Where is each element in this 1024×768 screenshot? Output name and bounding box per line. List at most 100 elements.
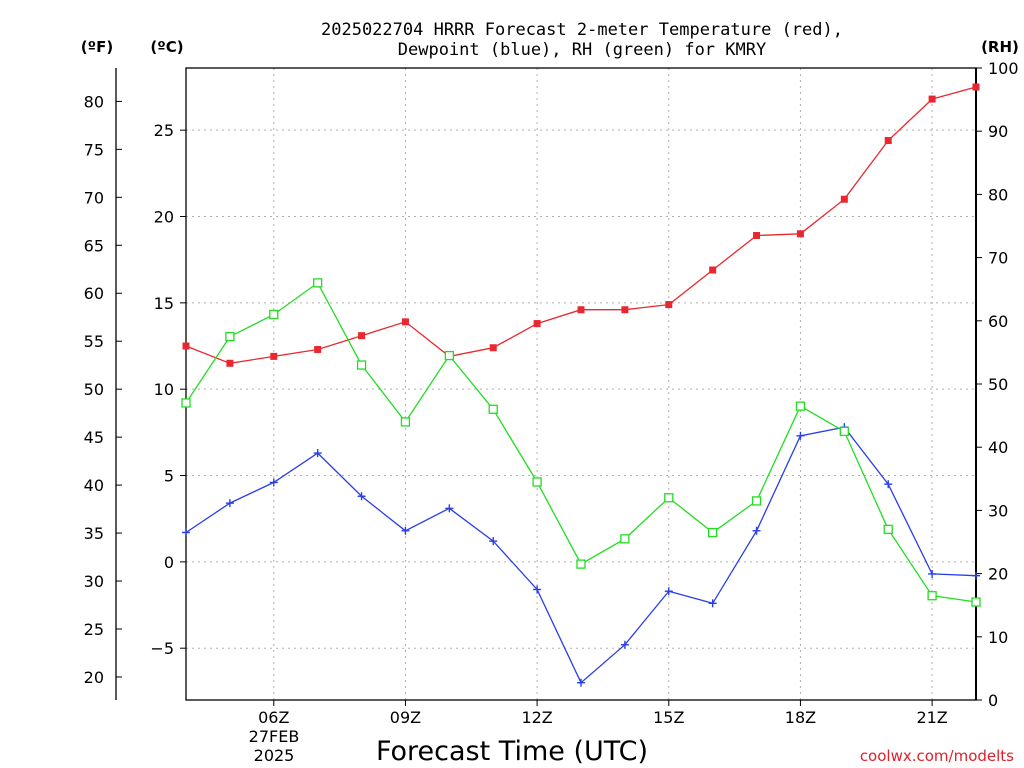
rh-point <box>488 404 498 414</box>
fahrenheit-tick-label: 70 <box>84 188 104 207</box>
rh-point <box>444 350 454 361</box>
rh-tick-label: 80 <box>988 185 1008 204</box>
temperature-point <box>533 320 541 328</box>
rh-point <box>356 360 367 370</box>
dewpoint-point <box>269 478 278 487</box>
temperature-point <box>577 306 585 314</box>
chart-title-line1: 2025022704 HRRR Forecast 2-meter Tempera… <box>321 20 843 40</box>
rh-tick-label: 60 <box>988 312 1008 331</box>
fahrenheit-tick-label: 55 <box>84 332 104 351</box>
dewpoint-point <box>620 640 629 649</box>
rh-tick-label: 90 <box>988 122 1008 141</box>
temperature-point <box>796 230 804 238</box>
fahrenheit-tick-label: 75 <box>84 140 104 159</box>
rh-point <box>795 401 806 411</box>
rh-tick-label: 40 <box>988 438 1008 457</box>
x-tick-label: 15Z <box>653 708 684 727</box>
temperature-point <box>226 359 234 367</box>
plot-frame <box>185 67 977 701</box>
dewpoint-point <box>928 569 937 578</box>
temperature-line <box>185 86 977 364</box>
fahrenheit-tick-label: 35 <box>84 524 104 543</box>
date-label-day: 27FEB <box>249 727 300 746</box>
rh-point <box>664 493 674 503</box>
celsius-tick-label: 15 <box>154 294 174 313</box>
rh-point <box>839 426 849 437</box>
dewpoint-point <box>708 599 717 608</box>
dewpoint-point <box>225 499 234 508</box>
rh-point <box>313 278 323 288</box>
fahrenheit-tick-label: 65 <box>84 236 104 255</box>
rh-point <box>532 477 542 487</box>
temperature-point <box>972 83 980 91</box>
x-tick-label: 21Z <box>916 708 947 727</box>
dewpoint-point <box>752 526 761 535</box>
rh-point <box>620 534 630 544</box>
rh-tick-label: 20 <box>988 565 1008 584</box>
dewpoint-point <box>313 449 322 458</box>
fahrenheit-unit-label: (ºF) <box>81 38 113 56</box>
celsius-tick-label: 20 <box>154 208 174 227</box>
fahrenheit-tick-label: 50 <box>84 380 104 399</box>
temperature-point <box>270 352 278 360</box>
rh-line <box>185 281 977 603</box>
x-tick-label: 09Z <box>390 708 421 727</box>
dewpoint-point <box>577 678 585 687</box>
fahrenheit-tick-label: 20 <box>84 668 104 687</box>
x-axis-title: Forecast Time (UTC) <box>376 736 648 767</box>
rh-tick-label: 0 <box>988 691 998 710</box>
rh-point <box>971 597 981 607</box>
temperature-point <box>358 332 366 340</box>
dewpoint-point <box>401 526 410 535</box>
fahrenheit-tick-label: 25 <box>84 620 104 639</box>
rh-point <box>927 591 937 601</box>
temperature-point <box>753 231 761 239</box>
x-tick-label: 18Z <box>785 708 816 727</box>
rh-unit-label: (RH) <box>981 38 1019 56</box>
dewpoint-point <box>972 571 980 580</box>
rh-tick-label: 30 <box>988 501 1008 520</box>
rh-point <box>576 559 586 569</box>
x-tick-label: 12Z <box>521 708 552 727</box>
fahrenheit-tick-label: 30 <box>84 572 104 591</box>
rh-tick-label: 100 <box>988 59 1019 78</box>
temperature-point <box>884 137 892 145</box>
temperature-point <box>665 301 673 309</box>
rh-point <box>181 398 191 408</box>
rh-point <box>225 331 235 342</box>
dewpoint-point <box>357 492 366 501</box>
fahrenheit-tick-label: 40 <box>84 476 104 495</box>
temperature-point <box>314 345 322 353</box>
temperature-point <box>182 342 190 350</box>
temperature-point <box>621 306 629 314</box>
temperature-point <box>401 318 409 326</box>
axes <box>115 67 982 706</box>
rh-tick-label: 10 <box>988 628 1008 647</box>
fahrenheit-tick-label: 45 <box>84 428 104 447</box>
rh-point <box>751 496 762 506</box>
grid-lines <box>186 68 976 700</box>
temperature-point <box>928 95 936 103</box>
dewpoint-point <box>884 480 893 489</box>
celsius-tick-label: 25 <box>154 121 174 140</box>
date-label-year: 2025 <box>254 746 295 765</box>
dewpoint-point <box>796 431 805 440</box>
rh-tick-label: 70 <box>988 249 1008 268</box>
rh-point <box>708 527 718 538</box>
temperature-point <box>489 344 497 352</box>
temperature-point <box>709 266 717 274</box>
tick-labels: 06Z 09Z 12Z 15Z 18Z 21Z −5 0 5 10 15 20 25 20 25 30 35 40… <box>84 59 1019 727</box>
dewpoint-point <box>489 537 498 546</box>
data-series <box>181 83 981 687</box>
dewpoint-point <box>664 587 673 596</box>
dewpoint-point <box>533 585 542 594</box>
celsius-tick-label: 10 <box>154 380 174 399</box>
dewpoint-point <box>182 528 190 537</box>
temperature-point <box>840 195 848 203</box>
fahrenheit-tick-label: 80 <box>84 92 104 111</box>
chart-title-line2: Dewpoint (blue), RH (green) for KMRY <box>398 40 766 60</box>
rh-point <box>400 417 411 427</box>
celsius-tick-label: −5 <box>150 639 174 658</box>
dewpoint-line <box>185 426 977 684</box>
